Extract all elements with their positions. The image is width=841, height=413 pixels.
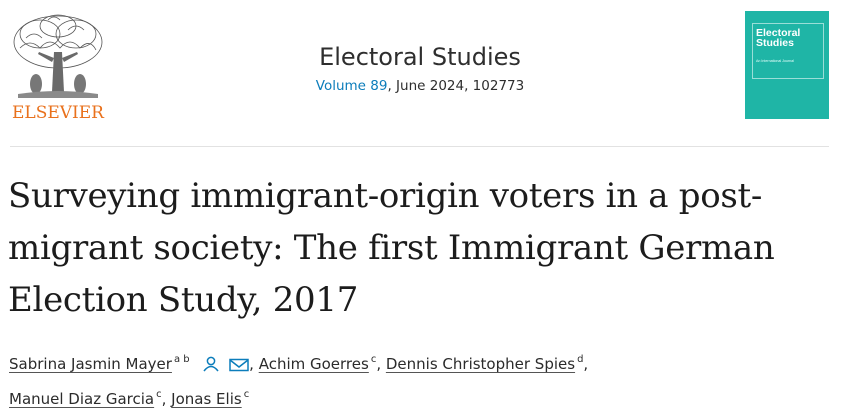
journal-header: Electoral Studies Volume 89, June 2024, … xyxy=(250,42,590,94)
publisher-logo[interactable]: ELSEVIER xyxy=(8,12,108,123)
cover-subtitle: An International Journal xyxy=(756,59,794,63)
cover-frame xyxy=(752,23,824,79)
author-line-1: Sabrina Jasmin Mayer a b , Achim Goerres c… xyxy=(9,346,829,381)
affiliation-marker[interactable]: d xyxy=(577,354,584,365)
header-divider xyxy=(10,146,829,147)
cover-title-line2: Studies xyxy=(756,37,794,49)
volume-link[interactable]: Volume 89 xyxy=(315,78,388,94)
envelope-icon[interactable] xyxy=(229,353,249,381)
issue-date-article-number: , June 2024, 102773 xyxy=(387,78,525,94)
author-name-link[interactable]: Dennis Christopher Spies xyxy=(385,355,576,373)
separator: , xyxy=(583,355,589,373)
tree-icon xyxy=(13,14,103,98)
separator: , xyxy=(249,355,259,373)
cover-title-line1: Electoral xyxy=(756,27,801,39)
author-list: Sabrina Jasmin Mayer a b , Achim Goerres c… xyxy=(9,346,829,413)
article-title: Surveying immigrant-origin voters in a p… xyxy=(8,176,775,320)
separator: , xyxy=(161,390,172,408)
separator: , xyxy=(376,355,386,373)
person-icon[interactable] xyxy=(202,353,220,381)
cover-title: Electoral Studies xyxy=(756,27,822,49)
author-line-2: Manuel Diaz Garcia c, Jonas Elis c xyxy=(9,381,829,413)
affiliation-marker[interactable]: a b xyxy=(173,354,190,365)
affiliation-marker[interactable]: c xyxy=(156,389,162,400)
journal-cover-thumbnail[interactable]: Electoral Studies An International Journ… xyxy=(745,11,829,119)
affiliation-marker[interactable]: c xyxy=(370,354,377,365)
affiliation-marker[interactable]: c xyxy=(243,389,250,400)
author-name-link[interactable]: Achim Goerres xyxy=(258,355,369,373)
author-name-link[interactable]: Jonas Elis xyxy=(171,390,242,408)
publisher-wordmark: ELSEVIER xyxy=(12,103,104,123)
author-name-link[interactable]: Sabrina Jasmin Mayer xyxy=(9,355,172,373)
journal-issue-info: Volume 89, June 2024, 102773 xyxy=(250,78,590,94)
author-name-link[interactable]: Manuel Diaz Garcia xyxy=(9,390,155,408)
journal-name[interactable]: Electoral Studies xyxy=(319,43,521,71)
